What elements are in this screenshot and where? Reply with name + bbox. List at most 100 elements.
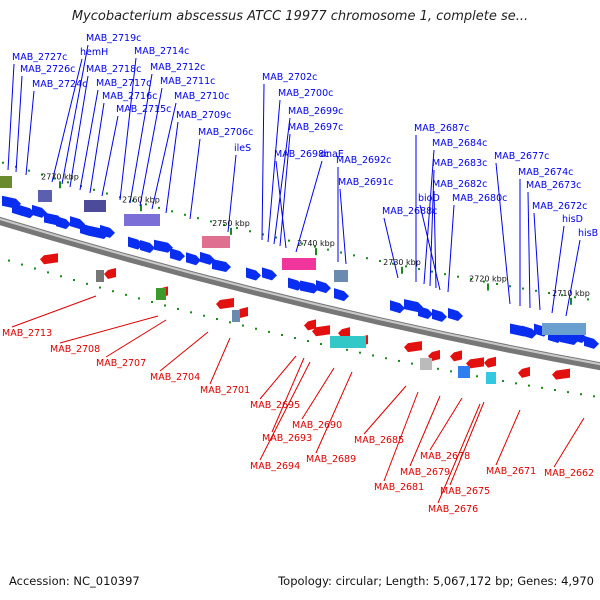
top-label-leader xyxy=(189,138,201,220)
forward-gene-arrow xyxy=(418,306,433,320)
top-label-leader xyxy=(151,102,177,210)
scale-tick-label: 2740 kbp xyxy=(297,239,335,248)
top-label-leader xyxy=(61,44,89,185)
gene-feature-block xyxy=(0,176,12,188)
top-gene-label: MAB_2692c xyxy=(336,155,391,166)
gene-feature-block xyxy=(420,358,432,370)
forward-gene-arrow xyxy=(186,252,201,266)
top-gene-label: MAB_2727c xyxy=(12,52,67,63)
bottom-label-leader xyxy=(363,385,407,435)
bottom-label-leader xyxy=(105,319,167,358)
gene-feature-block xyxy=(84,200,106,212)
forward-gene-arrow xyxy=(154,239,173,253)
forward-gene-arrow xyxy=(584,335,599,349)
reverse-gene-arrow xyxy=(518,366,530,378)
forward-gene-arrow xyxy=(522,325,537,339)
top-gene-label: hisD xyxy=(562,214,583,225)
reverse-gene-arrow xyxy=(552,368,570,380)
top-gene-label: MAB_2674c xyxy=(518,167,573,178)
top-gene-label: MAB_2718c xyxy=(86,64,141,75)
top-label-leader xyxy=(227,154,237,233)
bottom-gene-label: MAB_2694 xyxy=(250,461,300,472)
top-label-leader xyxy=(447,204,455,293)
bottom-label-leader xyxy=(409,395,441,467)
top-gene-label: bioD xyxy=(418,193,440,204)
top-label-leader xyxy=(267,99,281,243)
bottom-gene-label: MAB_2707 xyxy=(96,358,146,369)
gene-feature-block xyxy=(334,270,348,282)
top-label-leader xyxy=(101,115,119,197)
top-gene-label: MAB_2709c xyxy=(176,110,231,121)
top-gene-label: MAB_2712c xyxy=(150,62,205,73)
bottom-label-leader xyxy=(315,371,353,454)
top-gene-label: MAB_2677c xyxy=(494,151,549,162)
top-label-leader xyxy=(165,121,179,214)
top-gene-label: MAB_2700c xyxy=(278,88,333,99)
top-gene-label: MAB_2673c xyxy=(526,180,581,191)
forward-gene-arrow xyxy=(288,277,303,291)
gene-feature-block xyxy=(232,310,240,322)
gene-feature-block xyxy=(124,214,160,226)
top-label-leader xyxy=(339,188,347,265)
top-gene-label: MAB_2719c xyxy=(86,33,141,44)
bottom-gene-label: MAB_2676 xyxy=(428,504,478,515)
bottom-gene-label: MAB_2695 xyxy=(250,400,300,411)
top-gene-label: hisB xyxy=(578,228,598,239)
top-label-leaders xyxy=(7,44,581,317)
top-label-leader xyxy=(51,58,83,183)
gene-feature-block xyxy=(486,372,496,384)
scale-tick-labels: 2770 kbp 2760 kbp 2750 kbp 2740 kbp 2730 kbp… xyxy=(41,172,590,298)
bottom-gene-label: MAB_2675 xyxy=(440,486,490,497)
bottom-gene-label: MAB_2689 xyxy=(306,454,356,465)
top-label-leader xyxy=(527,191,531,309)
top-label-leader xyxy=(15,75,23,173)
top-label-leader xyxy=(565,239,581,317)
top-gene-label: MAB_2710c xyxy=(174,91,229,102)
gene-feature-block xyxy=(202,236,230,248)
top-gene-label: MAB_2687c xyxy=(414,123,469,134)
top-label-leader xyxy=(429,169,435,287)
bottom-gene-label: MAB_2678 xyxy=(420,451,470,462)
top-gene-label: MAB_2688c xyxy=(382,206,437,217)
forward-strand-genes xyxy=(0,176,599,349)
scale-tick xyxy=(487,283,489,291)
bottom-label-leader xyxy=(383,391,419,482)
top-label-leader xyxy=(69,75,89,188)
bottom-label-leader xyxy=(495,409,521,466)
gene-feature-block xyxy=(38,190,52,202)
top-gene-label: dnaE xyxy=(320,149,344,160)
top-label-leader xyxy=(139,87,163,207)
bottom-gene-label: MAB_2690 xyxy=(292,420,342,431)
top-gene-label: MAB_2724c xyxy=(32,79,87,90)
bottom-gene-label: MAB_2681 xyxy=(374,482,424,493)
bottom-label-leader xyxy=(553,417,585,468)
top-gene-label: MAB_2702c xyxy=(262,72,317,83)
top-gene-label: MAB_2714c xyxy=(134,46,189,57)
top-label-leader xyxy=(89,102,105,194)
scale-tick-label: 2760 kbp xyxy=(122,195,160,204)
top-gene-label: MAB_2697c xyxy=(288,122,343,133)
scale-tick xyxy=(401,266,403,274)
chromosome-backbone xyxy=(0,216,600,371)
scale-tick-label: 2720 kbp xyxy=(469,274,507,283)
forward-gene-arrow xyxy=(170,248,185,262)
forward-gene-arrow xyxy=(128,236,143,250)
reverse-gene-arrow xyxy=(304,319,316,331)
gene-feature-block xyxy=(330,336,366,348)
top-gene-label: MAB_2680c xyxy=(452,193,507,204)
forward-gene-arrow xyxy=(390,300,405,314)
bottom-label-leader xyxy=(259,361,311,461)
forward-gene-arrow xyxy=(316,280,331,294)
accession-text: Accession: NC_010397 xyxy=(9,574,140,588)
top-label-leader xyxy=(551,225,565,314)
bottom-gene-label: MAB_2704 xyxy=(150,372,200,383)
scale-tick-label: 2730 kbp xyxy=(383,258,421,267)
forward-gene-arrow xyxy=(212,259,231,273)
forward-gene-arrow xyxy=(32,204,47,218)
forward-gene-arrow xyxy=(140,239,155,253)
bottom-label-leader xyxy=(449,401,485,486)
bottom-label-leader xyxy=(11,295,97,328)
reverse-gene-arrow xyxy=(450,350,462,362)
